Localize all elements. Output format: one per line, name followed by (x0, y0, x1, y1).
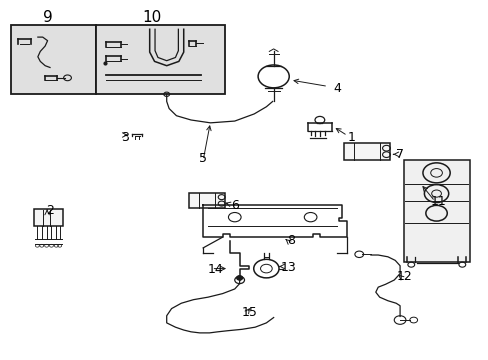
Text: 4: 4 (332, 82, 340, 95)
Bar (403, 160, 468, 262)
Bar (96, 24, 224, 94)
Text: 8: 8 (286, 234, 294, 247)
Bar (11, 24, 96, 94)
Text: 5: 5 (199, 152, 207, 165)
Circle shape (236, 276, 242, 280)
Text: 15: 15 (241, 306, 257, 319)
Text: 7: 7 (395, 148, 403, 162)
Text: 14: 14 (207, 263, 223, 276)
Text: 11: 11 (430, 195, 446, 208)
Bar (344, 143, 389, 160)
Text: 9: 9 (42, 10, 52, 25)
Text: 6: 6 (230, 199, 238, 212)
Text: 13: 13 (280, 261, 296, 274)
Text: 12: 12 (396, 270, 412, 283)
Text: 10: 10 (142, 10, 162, 25)
Text: 1: 1 (347, 131, 355, 144)
Text: 2: 2 (46, 204, 54, 217)
Bar (34, 209, 62, 226)
Bar (188, 193, 224, 208)
Text: 3: 3 (121, 131, 129, 144)
